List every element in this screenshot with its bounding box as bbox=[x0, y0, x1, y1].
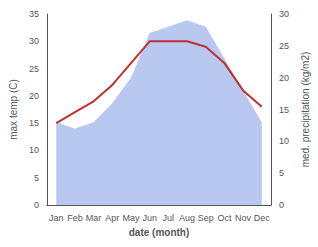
svg-text:Jul: Jul bbox=[163, 213, 175, 223]
svg-text:Jan: Jan bbox=[49, 213, 64, 223]
svg-text:30: 30 bbox=[29, 36, 39, 46]
svg-text:Apr: Apr bbox=[105, 213, 119, 223]
svg-text:25: 25 bbox=[29, 64, 39, 74]
svg-text:5: 5 bbox=[279, 168, 284, 178]
svg-text:Mar: Mar bbox=[86, 213, 102, 223]
svg-text:20: 20 bbox=[279, 73, 289, 83]
svg-text:35: 35 bbox=[29, 9, 39, 19]
svg-text:20: 20 bbox=[29, 91, 39, 101]
svg-text:10: 10 bbox=[279, 136, 289, 146]
svg-text:Aug: Aug bbox=[179, 213, 195, 223]
svg-text:med. precipitation (kg/m2): med. precipitation (kg/m2) bbox=[300, 52, 311, 168]
svg-text:Feb: Feb bbox=[67, 213, 83, 223]
svg-text:30: 30 bbox=[279, 9, 289, 19]
svg-text:5: 5 bbox=[34, 173, 39, 183]
svg-text:25: 25 bbox=[279, 41, 289, 51]
svg-text:date (month): date (month) bbox=[129, 227, 190, 238]
svg-text:0: 0 bbox=[34, 200, 39, 210]
svg-text:10: 10 bbox=[29, 145, 39, 155]
svg-text:Sep: Sep bbox=[198, 213, 214, 223]
svg-text:0: 0 bbox=[279, 200, 284, 210]
svg-text:15: 15 bbox=[29, 118, 39, 128]
svg-text:Jun: Jun bbox=[142, 213, 157, 223]
svg-text:max temp (C): max temp (C) bbox=[8, 79, 19, 140]
svg-text:Nov: Nov bbox=[235, 213, 252, 223]
svg-text:May: May bbox=[122, 213, 140, 223]
svg-text:Oct: Oct bbox=[217, 213, 232, 223]
svg-text:Dec: Dec bbox=[254, 213, 271, 223]
svg-text:15: 15 bbox=[279, 105, 289, 115]
